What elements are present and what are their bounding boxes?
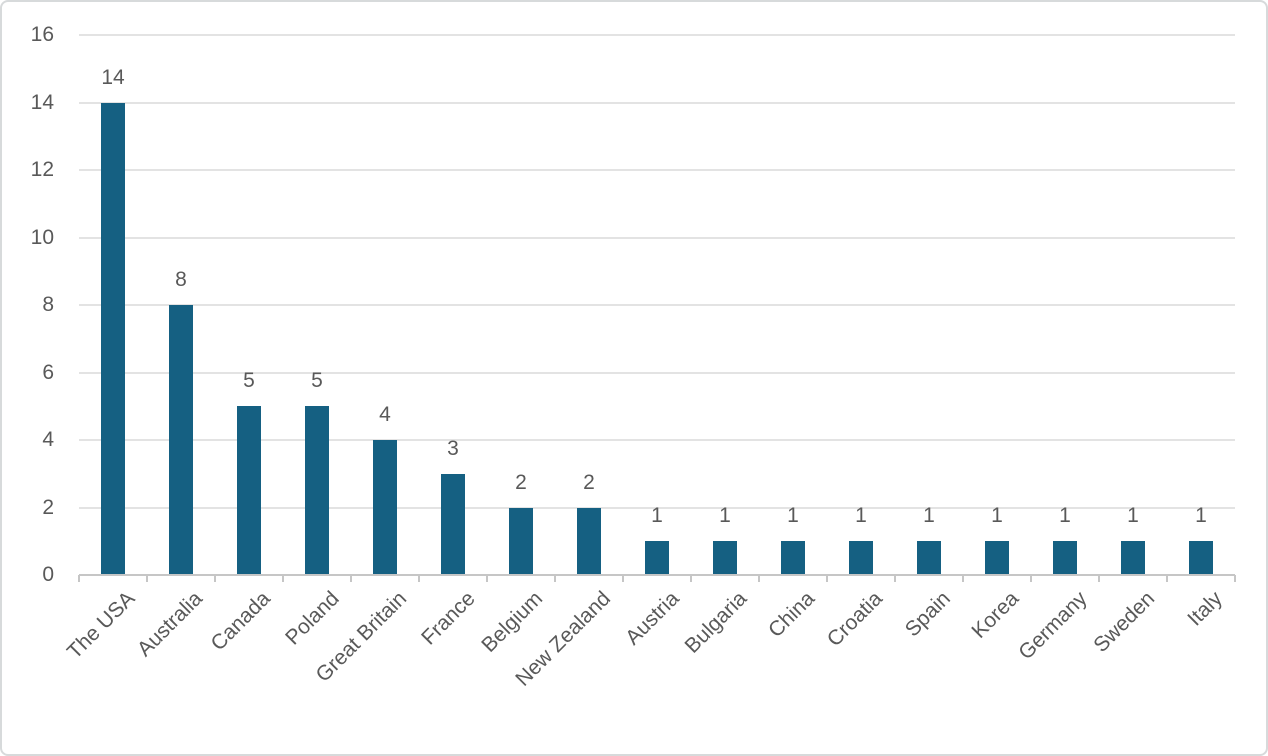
tick-mark	[826, 575, 828, 582]
bar	[101, 102, 125, 575]
bar-value-label: 4	[379, 403, 391, 426]
bar-value-label: 1	[1059, 504, 1071, 528]
gridline	[79, 371, 1235, 374]
tick-mark	[894, 575, 896, 582]
tick-mark	[282, 575, 284, 582]
tick-mark	[1166, 575, 1168, 582]
bar-value-label: 5	[243, 369, 255, 393]
bar-value-label: 1	[923, 504, 935, 528]
bar-value-label: 1	[651, 504, 663, 528]
gridline	[79, 439, 1235, 441]
tick-mark	[758, 575, 760, 582]
y-tick-label: 6	[42, 360, 54, 384]
tick-mark	[1030, 575, 1032, 582]
gridline	[79, 236, 1235, 239]
x-tick-label: China	[764, 587, 820, 643]
x-tick-label: The USA	[62, 587, 140, 664]
tick-mark	[1234, 575, 1236, 582]
gridline	[79, 169, 1235, 171]
bar	[441, 473, 465, 575]
bar-value-label: 1	[855, 504, 867, 528]
y-tick-label: 14	[30, 90, 54, 114]
y-tick-label: 16	[30, 23, 54, 46]
x-tick-label: Bulgaria	[680, 587, 752, 658]
bar	[169, 305, 193, 575]
bar	[713, 541, 737, 575]
x-tick-label: Spain	[901, 587, 956, 642]
gridline	[79, 34, 1235, 36]
tick-mark	[554, 575, 556, 582]
tick-mark	[486, 575, 488, 582]
gridline	[79, 506, 1235, 509]
bar	[1189, 541, 1213, 575]
x-tick-label: Australia	[133, 587, 208, 662]
tick-mark	[214, 575, 216, 582]
x-axis-line	[79, 574, 1235, 576]
bar-value-label: 1	[991, 504, 1003, 528]
bar-value-label: 1	[787, 504, 799, 528]
bar-value-label: 8	[175, 268, 187, 291]
tick-mark	[350, 575, 352, 582]
bar	[985, 541, 1009, 575]
bar	[577, 507, 601, 575]
tick-mark	[418, 575, 420, 582]
bar	[645, 541, 669, 575]
bar-value-label: 2	[515, 470, 527, 494]
x-tick-label: Austria	[620, 587, 684, 650]
gridline	[79, 304, 1235, 306]
tick-mark	[622, 575, 624, 582]
bar	[373, 440, 397, 575]
tick-mark	[1098, 575, 1100, 582]
bar-value-label: 5	[311, 369, 323, 393]
y-tick-label: 4	[42, 428, 54, 451]
gridline	[79, 101, 1235, 104]
bar	[237, 406, 261, 575]
bar	[781, 541, 805, 575]
bar-value-label: 1	[719, 504, 731, 528]
tick-mark	[690, 575, 692, 582]
x-tick-label: Sweden	[1089, 587, 1160, 657]
bar	[509, 507, 533, 575]
y-tick-label: 0	[42, 563, 54, 586]
bar	[849, 541, 873, 575]
bar	[917, 541, 941, 575]
x-tick-label: Italy	[1183, 587, 1228, 631]
x-tick-label: Poland	[280, 587, 344, 650]
x-tick-label: Korea	[967, 587, 1024, 643]
bar-value-label: 14	[101, 65, 125, 89]
bar-value-label: 3	[447, 436, 459, 460]
bar-value-label: 2	[583, 470, 595, 494]
y-tick-label: 12	[30, 158, 54, 181]
y-tick-label: 2	[42, 495, 54, 519]
y-tick-label: 10	[30, 225, 54, 249]
bar	[305, 406, 329, 575]
x-tick-label: Croatia	[823, 587, 888, 652]
y-tick-label: 8	[42, 293, 54, 316]
tick-mark	[962, 575, 964, 582]
x-tick-label: France	[416, 587, 480, 650]
x-tick-label: Germany	[1013, 587, 1092, 665]
bar	[1053, 541, 1077, 575]
bar-value-label: 1	[1127, 504, 1139, 528]
tick-mark	[78, 575, 80, 582]
x-tick-label: Canada	[206, 587, 276, 656]
bar-value-label: 1	[1195, 504, 1207, 528]
bar	[1121, 541, 1145, 575]
tick-mark	[146, 575, 148, 582]
